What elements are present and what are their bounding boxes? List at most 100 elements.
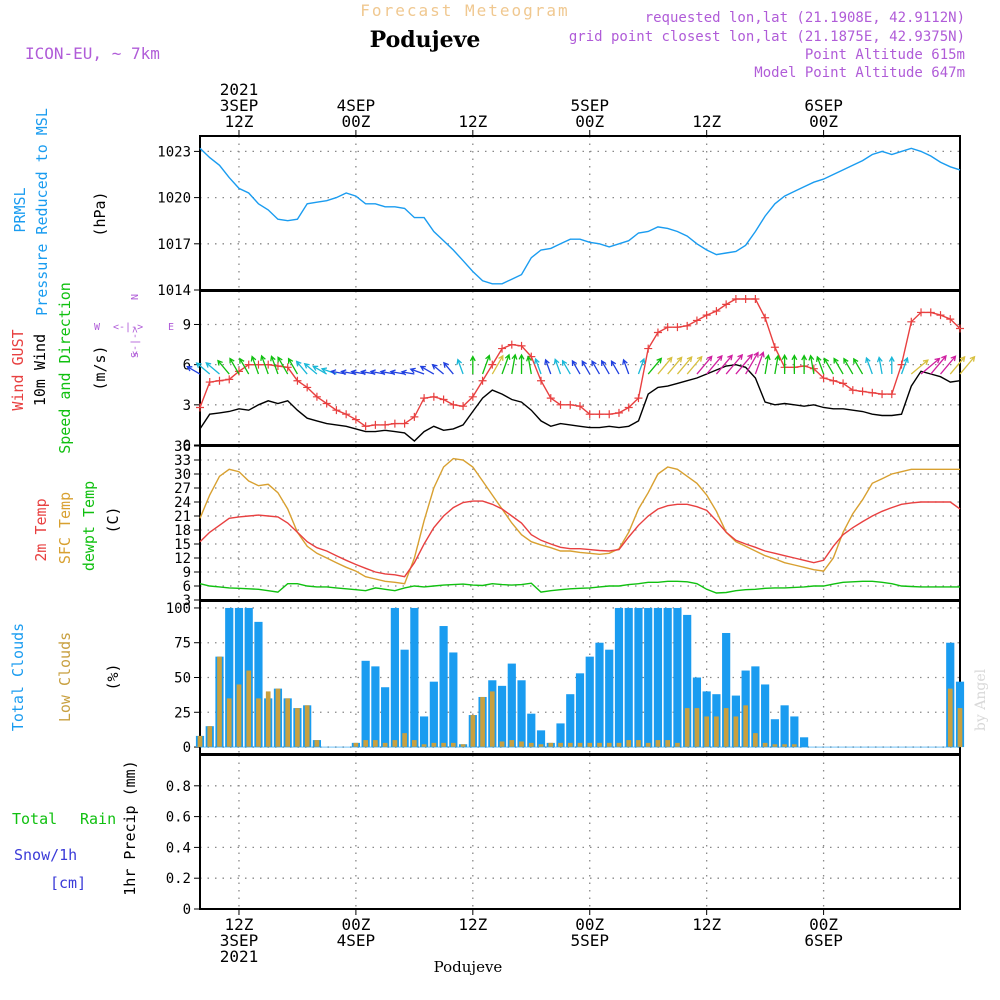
low-cloud-bar [217, 656, 222, 748]
low-cloud-bar [373, 740, 378, 748]
sfc-temp-label: SFC Temp [56, 492, 74, 564]
gust-point [917, 308, 926, 317]
time-tick-label-top: 4SEP [337, 96, 376, 115]
wind-arrow [888, 355, 895, 375]
low-cloud-bar [207, 726, 213, 748]
low-cloud-bar [714, 716, 719, 748]
total-cloud-bar [624, 607, 633, 748]
wind-arrow [287, 357, 298, 375]
low-cloud-bar [694, 708, 700, 748]
wind-panel: 0 3 6 9 [183, 290, 961, 454]
gust-point [634, 394, 643, 403]
y-tick-label: 1017 [157, 237, 191, 253]
total-cloud-bar [234, 607, 244, 748]
y-tick-label: 30 [174, 467, 191, 483]
total-cloud-bar [770, 719, 779, 748]
gust-point [683, 321, 692, 330]
wind-arrow [501, 353, 511, 375]
gust-point [420, 394, 429, 403]
gust-point [605, 410, 614, 419]
gust-point [829, 376, 838, 385]
time-tick-label-bottom: 00Z [809, 915, 838, 934]
gust-point [585, 410, 594, 419]
total-cloud-bar [595, 642, 604, 748]
low-cloud-bar [538, 744, 544, 748]
time-axis: 20213SEP12Z12Z3SEP20214SEP00Z00Z4SEP12Z1… [220, 80, 843, 966]
gust-point [887, 390, 896, 399]
model-label: ICON-EU, ~ 7km [25, 44, 160, 63]
low-cloud-bar [597, 742, 602, 748]
low-cloud-bar [567, 742, 573, 748]
wind-arrow [518, 353, 525, 375]
gust-point [878, 390, 887, 399]
pressure-unit-label: (hPa) [91, 191, 109, 236]
gust-point [215, 376, 224, 385]
wind-panel-labels: Wind GUST 10m Wind Speed and Direction (… [9, 282, 109, 454]
wind-arrow [833, 357, 844, 375]
wind-arrow [657, 356, 673, 375]
wind-arrow [581, 359, 591, 375]
gust-point [332, 406, 341, 415]
low-cloud-bar [226, 698, 232, 748]
low-cloud-bar [558, 742, 563, 748]
total-cloud-bar [254, 621, 263, 748]
wind-arrow [876, 356, 883, 375]
low-cloud-bar [470, 715, 476, 748]
low-cloud-bar [743, 705, 748, 748]
y-tick-label: 6 [183, 358, 191, 374]
compass-w: W [94, 322, 101, 333]
gust-point [449, 400, 458, 409]
footer-location: Podujeve [434, 958, 503, 976]
wind-arrow [312, 365, 327, 375]
y-tick-label: 100 [166, 601, 191, 617]
low-cloud-bar [460, 744, 466, 748]
low-cloud-bar [304, 705, 310, 748]
time-tick-label-bottom: 12Z [225, 915, 254, 934]
dewpt-label: dewpt Temp [80, 481, 98, 571]
low-clouds-label: Low Clouds [56, 632, 74, 722]
wind-arrow [735, 353, 753, 375]
time-tick-label-top: 2021 [220, 80, 259, 99]
gust-point [907, 317, 916, 326]
time-tick-label-bottom: 3SEP [220, 931, 259, 950]
total-cloud-bar [517, 680, 526, 748]
wind-arrow [250, 355, 260, 375]
y-tick-label: 21 [174, 509, 191, 525]
wind-speed-series-line [199, 363, 961, 442]
total-cloud-bar [225, 607, 234, 748]
wind-arrow [195, 362, 211, 375]
wind-speed-dir-label: Speed and Direction [56, 282, 74, 454]
y-tick-label: 3 [183, 398, 191, 414]
low-cloud-bar [295, 708, 300, 748]
y-tick-label: 0.2 [166, 871, 191, 887]
y-tick-label: 12 [174, 551, 191, 567]
gust-point [663, 323, 672, 332]
gust-point [956, 324, 964, 333]
gust-point [196, 403, 204, 412]
wind-arrow [696, 355, 713, 375]
gust-point [839, 379, 848, 388]
time-tick-label-bottom: 2021 [220, 947, 259, 966]
wind-arrow [791, 354, 798, 375]
low-cloud-bar [382, 742, 388, 748]
wind-gust-label: Wind GUST [9, 329, 27, 410]
pressure-panel-labels: PRMSL Pressure Reduced to MSL (hPa) [11, 108, 109, 316]
total-cloud-bar [790, 716, 799, 748]
total-cloud-bar [673, 607, 682, 748]
y-tick-label: 33 [174, 453, 191, 469]
wind-arrow [260, 354, 269, 375]
total-cloud-bar [634, 607, 643, 748]
wind-arrow [443, 361, 454, 375]
wind-arrow [843, 357, 854, 375]
wind-arrow [676, 356, 693, 375]
total-cloud-bar [722, 632, 731, 748]
compass-n: N [130, 294, 141, 300]
wind-arrow [456, 358, 464, 375]
low-cloud-bar [450, 742, 456, 748]
gust-point [624, 403, 633, 412]
wind-arrow [186, 366, 201, 375]
wind-arrow [920, 357, 941, 375]
gust-point [429, 392, 438, 401]
gust-point [507, 340, 516, 349]
